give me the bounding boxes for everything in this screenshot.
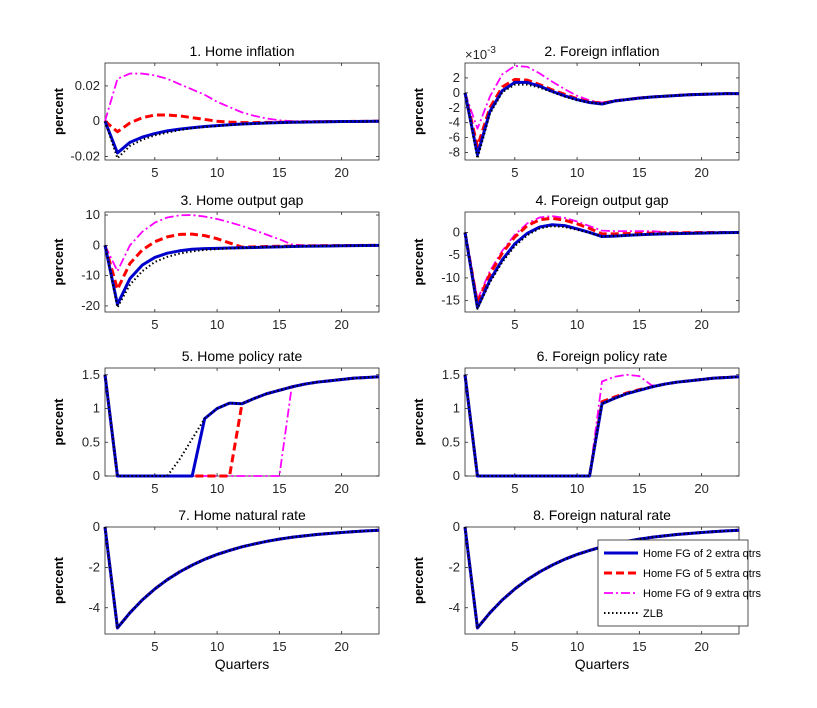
y-tick-label: 10 — [86, 207, 100, 222]
y-tick-label: 0.5 — [82, 434, 100, 449]
y-tick-label: 0 — [453, 468, 460, 483]
y-tick-label: 1 — [453, 401, 460, 416]
panel-title: 4. Foreign output gap — [535, 192, 668, 208]
x-tick-label: 20 — [694, 317, 708, 332]
x-tick-label: 10 — [210, 639, 224, 654]
y-axis-label: percent — [51, 238, 66, 286]
y-tick-label: -4 — [448, 600, 460, 615]
y-tick-label: 0 — [93, 237, 100, 252]
x-tick-label: 10 — [570, 165, 584, 180]
y-tick-label: 2 — [453, 70, 460, 85]
figure-canvas: 5 10 15 20-0.0200.021. Home inflationpercen… — [0, 0, 817, 708]
y-axis-label: percent — [411, 87, 426, 135]
y-tick-label: -2 — [88, 559, 100, 574]
x-tick-label: 5 — [511, 639, 518, 654]
y-tick-label: 0 — [453, 224, 460, 239]
y-tick-label: -2 — [448, 559, 460, 574]
x-tick-label: 15 — [632, 165, 646, 180]
panel-5: 5 10 15 20 0 0.5 1 1.5 5. Home policy rate percen… — [51, 348, 379, 496]
y-tick-label: 1.5 — [442, 367, 460, 382]
x-tick-label: 20 — [694, 639, 708, 654]
x-tick-label: 5 — [511, 317, 518, 332]
axes-box — [105, 527, 379, 634]
x-tick-label: 10 — [210, 165, 224, 180]
y-tick-label: 0.02 — [75, 78, 100, 93]
y-tick-label: -15 — [441, 293, 460, 308]
legend-label: Home FG of 2 extra qtrs — [643, 548, 761, 560]
panel-title: 5. Home policy rate — [182, 348, 303, 364]
y-axis-label: percent — [51, 398, 66, 446]
y-axis-label: percent — [411, 398, 426, 446]
y-tick-label: -4 — [448, 115, 460, 130]
y-tick-label: -0.02 — [70, 148, 100, 163]
panel-2: 5 10 15 20 -8-6-4-202 ×10-3 2. Foreign inflati… — [411, 43, 739, 180]
y-tick-label: -6 — [448, 130, 460, 145]
x-tick-label: 5 — [511, 481, 518, 496]
x-axis-label: Quarters — [575, 656, 629, 672]
panel-title: 3. Home output gap — [181, 192, 304, 208]
y-tick-label: 0 — [93, 113, 100, 128]
x-tick-label: 15 — [632, 639, 646, 654]
y-axis-label: percent — [411, 238, 426, 286]
x-tick-label: 5 — [151, 639, 158, 654]
y-tick-label: 0 — [93, 468, 100, 483]
legend-label: Home FG of 9 extra qtrs — [643, 588, 761, 600]
x-tick-label: 15 — [272, 165, 286, 180]
x-tick-label: 10 — [210, 481, 224, 496]
y-tick-label: 0 — [93, 519, 100, 534]
y-axis-label: percent — [51, 87, 66, 135]
panel-title: 7. Home natural rate — [178, 507, 306, 523]
x-tick-label: 20 — [334, 481, 348, 496]
panel-7: 5 10 15 20 -4 -2 0 7. Home natural rate percent Q… — [51, 507, 379, 672]
x-tick-label: 20 — [334, 165, 348, 180]
panel-6: 5 10 15 20 0 0.5 1 1.5 6. Foreign policy rate per… — [411, 348, 739, 496]
panel-4: 5 10 15 20 -15 -10 -5 0 4. Foreign output gap per… — [411, 192, 739, 332]
x-tick-label: 15 — [632, 481, 646, 496]
x-tick-label: 15 — [272, 639, 286, 654]
x-tick-label: 15 — [272, 481, 286, 496]
x-tick-label: 20 — [334, 639, 348, 654]
legend-label: Home FG of 5 extra qtrs — [643, 568, 761, 580]
y-tick-label: -4 — [88, 600, 100, 615]
panel-1: 5 10 15 20 -0.02 0 0.02 1. Home inflation percen… — [51, 43, 379, 180]
legend: Home FG of 2 extra qtrs Home FG of 5 extr… — [598, 540, 761, 626]
y-tick-label: 1 — [93, 401, 100, 416]
panel-title: 2. Foreign inflation — [544, 43, 659, 59]
legend-label: ZLB — [643, 608, 663, 620]
x-tick-label: 5 — [151, 481, 158, 496]
y-tick-label: -8 — [448, 145, 460, 160]
panel-title: 1. Home inflation — [189, 43, 294, 59]
panel-3: 5 10 15 20 -20 -10 0 10 3. Home output gap percen… — [51, 192, 379, 332]
exponent-label: ×10-3 — [465, 45, 496, 62]
y-tick-label: 1.5 — [82, 367, 100, 382]
x-tick-label: 20 — [694, 481, 708, 496]
axes-box — [465, 63, 739, 160]
x-tick-label: 10 — [210, 317, 224, 332]
x-axis-label: Quarters — [215, 656, 269, 672]
y-tick-label: -20 — [81, 298, 100, 313]
panel-title: 6. Foreign policy rate — [537, 348, 668, 364]
y-tick-label: 0.5 — [442, 434, 460, 449]
axes-box — [465, 212, 739, 312]
y-tick-label: -10 — [441, 270, 460, 285]
x-tick-label: 10 — [570, 639, 584, 654]
x-tick-label: 10 — [570, 317, 584, 332]
y-axis-label: percent — [411, 556, 426, 604]
y-tick-label: -2 — [448, 100, 460, 115]
x-tick-label: 20 — [694, 165, 708, 180]
x-tick-label: 15 — [632, 317, 646, 332]
y-tick-label: 0 — [453, 519, 460, 534]
y-axis-label: percent — [51, 556, 66, 604]
y-tick-label: 0 — [453, 85, 460, 100]
x-tick-label: 10 — [570, 481, 584, 496]
panel-title: 8. Foreign natural rate — [533, 507, 671, 523]
axes-box — [105, 368, 379, 476]
x-tick-label: 5 — [151, 317, 158, 332]
y-tick-label: -10 — [81, 268, 100, 283]
y-tick-label: -5 — [448, 247, 460, 262]
x-tick-label: 5 — [511, 165, 518, 180]
x-tick-label: 15 — [272, 317, 286, 332]
x-tick-label: 5 — [151, 165, 158, 180]
x-tick-label: 20 — [334, 317, 348, 332]
